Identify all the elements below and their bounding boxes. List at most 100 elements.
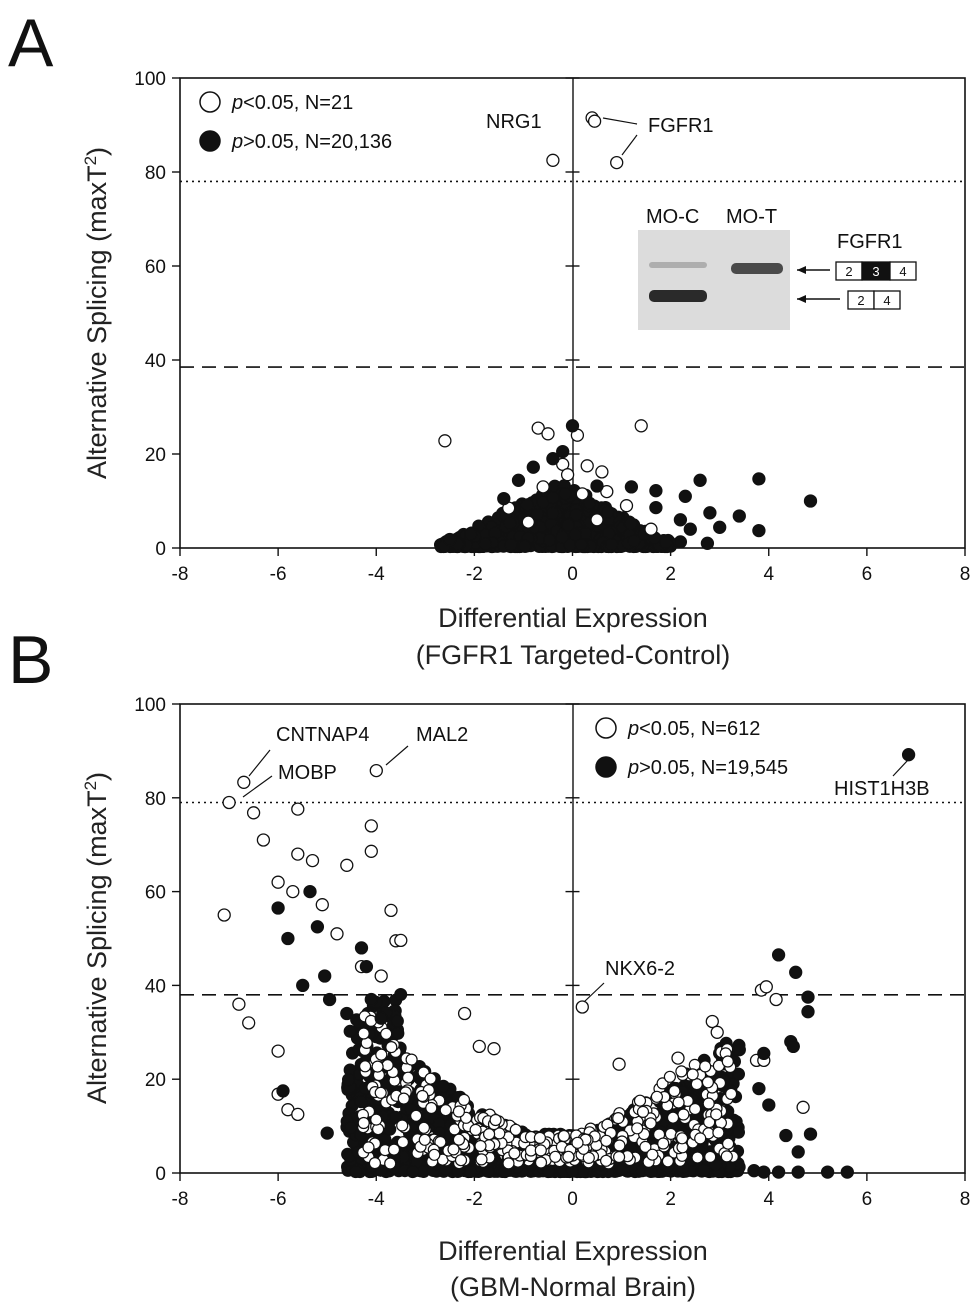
cluster-point	[464, 527, 478, 541]
annotation-nrg1: NRG1	[486, 111, 542, 133]
point-nonsignificant	[649, 500, 663, 515]
y-label-main: Alternative Splicing (maxT	[82, 790, 112, 1104]
gel-band-moc-lower	[649, 290, 707, 302]
cluster-point-open	[418, 1133, 431, 1146]
arrow-head-long	[797, 266, 806, 274]
point-nonsignificant	[590, 479, 604, 493]
cluster-point-open	[397, 1092, 410, 1105]
point-nonsignificant	[497, 491, 511, 506]
cluster-point-open	[396, 1136, 409, 1149]
x-tick-label: -2	[466, 1189, 483, 1210]
legend-filled-text: >0.05, N=20,136	[243, 131, 392, 153]
point-significant	[521, 515, 535, 529]
cluster-point-open	[447, 1143, 460, 1156]
point-significant	[438, 434, 452, 448]
cluster-point-open	[469, 1123, 482, 1137]
point-significant	[246, 806, 261, 820]
exon-3-long-label: 3	[872, 264, 879, 279]
y-axis-title-b: Alternative Splicing (maxT2)	[81, 772, 112, 1104]
cluster-point-open	[357, 1027, 370, 1040]
cluster-point-open	[600, 1134, 613, 1147]
cluster-point	[601, 505, 615, 519]
point-significant	[374, 969, 388, 983]
point-significant	[531, 421, 545, 435]
inset-gene-label: FGFR1	[837, 231, 903, 253]
cluster-point	[518, 539, 532, 553]
cluster-point-open	[686, 1068, 699, 1081]
x-tick-label: -8	[172, 564, 189, 585]
cluster-point-open	[666, 1111, 680, 1124]
cluster-point-open	[644, 1117, 657, 1130]
point-significant	[536, 480, 550, 494]
cluster-point-open	[612, 1111, 625, 1125]
point-nonsignificant	[303, 884, 317, 899]
arrow-head-short	[797, 295, 806, 303]
x-tick-label: 0	[567, 564, 578, 585]
cluster-point-open	[675, 1132, 689, 1145]
cluster-point-open	[380, 1027, 393, 1040]
cluster-point-open	[613, 1139, 626, 1152]
cluster-point-open	[489, 1113, 502, 1127]
point-nonsignificant	[511, 473, 526, 487]
point-nonsignificant	[624, 480, 639, 494]
x-axis-title-a: Differential Expression	[438, 603, 708, 633]
data-points-b	[217, 748, 916, 1179]
y-tick-label: 0	[155, 539, 166, 560]
point-significant	[256, 833, 271, 847]
panel-letter-b: B	[8, 622, 53, 698]
y-tick-label: 20	[145, 1070, 166, 1091]
point-nonsignificant	[296, 978, 310, 993]
cluster-point-open	[374, 1086, 387, 1099]
y-tick-label: 0	[155, 1164, 166, 1185]
cluster-point-open	[657, 1137, 670, 1150]
annotation-nkx6-2: NKX6-2	[605, 958, 675, 980]
legend-open-label: p<0.05, N=612	[627, 718, 760, 740]
legend-p: p	[627, 757, 639, 779]
cluster-point	[344, 1121, 358, 1135]
inset-lane-moc: MO-C	[646, 206, 699, 228]
cluster-point-open	[359, 1060, 372, 1073]
point-nonsignificant	[732, 509, 746, 523]
cluster-point-open	[452, 1105, 465, 1118]
x-tick-label: -8	[172, 1189, 189, 1210]
cluster-point	[697, 1163, 711, 1177]
point-significant	[364, 819, 378, 833]
cluster-point-open	[663, 1070, 677, 1083]
cluster-point-open	[694, 1132, 707, 1145]
panel-letter-a: A	[8, 5, 54, 81]
cluster-point-open	[712, 1126, 725, 1139]
point-nonsignificant	[673, 535, 688, 549]
point-significant	[575, 487, 589, 501]
cluster-point-open	[371, 1060, 384, 1073]
cluster-point-open	[475, 1153, 488, 1166]
y-label-main: Alternative Splicing (maxT	[82, 165, 112, 479]
dense-cluster-b	[340, 988, 746, 1179]
cluster-point-open	[557, 1129, 571, 1143]
legend-b: p<0.05, N=612 p>0.05, N=19,545	[595, 717, 788, 779]
legend-open-marker	[199, 91, 221, 113]
point-significant	[291, 847, 305, 861]
point-nonsignificant	[683, 522, 697, 536]
point-nonsignificant	[281, 931, 295, 946]
inset-gel: MO-C MO-T FGFR1 2 3 4 2 4	[638, 206, 917, 330]
cluster-point-open	[571, 1136, 584, 1149]
cluster-point-open	[417, 1121, 430, 1134]
point-significant	[340, 858, 354, 872]
point-nonsignificant	[791, 1165, 805, 1179]
y-tick-label: 40	[145, 351, 166, 372]
point-significant	[600, 484, 614, 499]
point-significant	[759, 980, 773, 994]
x-tick-label: -6	[270, 564, 287, 585]
point-nonsignificant	[700, 536, 715, 550]
cluster-point-open	[396, 1119, 409, 1132]
legend-open-text: <0.05, N=21	[243, 92, 353, 114]
point-nonsignificant	[364, 992, 378, 1007]
cluster-point-open	[534, 1144, 547, 1157]
exon-2-short-label: 2	[857, 293, 864, 308]
point-significant	[612, 1057, 626, 1071]
cluster-point-open	[357, 1116, 370, 1130]
y-tick-label: 60	[145, 883, 166, 904]
cluster-point-open	[502, 1157, 515, 1170]
exon-4-short	[873, 290, 901, 310]
